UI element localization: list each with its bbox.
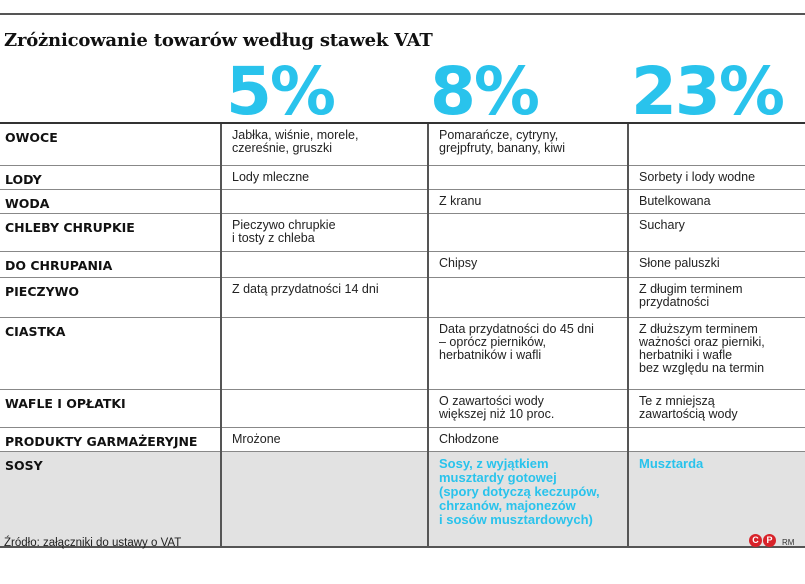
category-cell: DO CHRUPANIA [0,250,221,277]
vat-8-cell: Data przydatności do 45 dni – oprócz pie… [427,316,628,389]
vat-5-cell: Jabłka, wiśnie, morele, czereśnie, grusz… [220,122,428,165]
rate-header-5: 5% [226,53,336,130]
table-row: CHLEBY CHRUPKIE Pieczywo chrupkie i tosty… [0,212,805,251]
category-cell: PRODUKTY GARMAŻERYJNE [0,426,221,451]
vat-5-cell: Z datą przydatności 14 dni [220,276,428,317]
vat-23-cell: Musztarda [627,450,805,548]
table-row: PRODUKTY GARMAŻERYJNE Mrożone Chłodzone [0,426,805,451]
source-note: Źródło: załączniki do ustawy o VAT [4,537,182,549]
vat-23-cell: Butelkowana [627,188,805,213]
table-row: DO CHRUPANIA Chipsy Słone paluszki [0,250,805,277]
vat-8-cell [427,212,628,251]
vat-23-cell: Z długim terminem przydatności [627,276,805,317]
table-row: CIASTKA Data przydatności do 45 dni – opr… [0,316,805,389]
vat-8-cell: Z kranu [427,188,628,213]
vat-8-cell: Sosy, z wyjątkiem musztardy gotowej (spo… [427,450,628,548]
category-cell: PIECZYWO [0,276,221,317]
vat-23-cell: Sorbety i lody wodne [627,164,805,189]
vat-23-cell: Słone paluszki [627,250,805,277]
category-cell: WAFLE I OPŁATKI [0,388,221,427]
table-row: PIECZYWO Z datą przydatności 14 dni Z dług… [0,276,805,317]
vat-5-cell: Pieczywo chrupkie i tosty z chleba [220,212,428,251]
rate-header-8: 8% [430,53,540,130]
table-row: LODY Lody mleczne Sorbety i lody wodne [0,164,805,189]
rate-header-23: 23% [631,53,785,130]
author-initials: RM [782,538,795,547]
vat-23-cell [627,122,805,165]
vat-5-cell [220,250,428,277]
table-row: OWOCE Jabłka, wiśnie, morele, czereśnie, … [0,122,805,165]
table-row: WAFLE I OPŁATKI O zawartości wody większe… [0,388,805,427]
category-cell: LODY [0,164,221,189]
vat-8-cell: O zawartości wody większej niż 10 proc. [427,388,628,427]
top-rule [0,13,805,15]
vat-8-cell: Chłodzone [427,426,628,451]
vat-8-cell [427,164,628,189]
category-cell: SOSY [0,450,221,548]
vat-23-cell [627,426,805,451]
vat-5-cell [220,388,428,427]
category-cell: CIASTKA [0,316,221,389]
category-cell: WODA [0,188,221,213]
vat-8-cell: Chipsy [427,250,628,277]
vat-5-cell [220,316,428,389]
vat-8-cell [427,276,628,317]
publisher-logo: C P [749,534,777,547]
vat-5-cell [220,450,428,548]
logo-letter-p: P [763,534,776,547]
page-title: Zróżnicowanie towarów według stawek VAT [4,30,433,51]
vat-23-cell: Z dłuższym terminem ważności oraz pierni… [627,316,805,389]
vat-table: OWOCE Jabłka, wiśnie, morele, czereśnie, … [0,122,805,548]
vat-5-cell: Mrożone [220,426,428,451]
vat-23-cell: Suchary [627,212,805,251]
vat-5-cell: Lody mleczne [220,164,428,189]
vat-8-cell: Pomarańcze, cytryny, grejpfruty, banany,… [427,122,628,165]
vat-5-cell [220,188,428,213]
logo-letter-c: C [749,534,762,547]
category-cell: CHLEBY CHRUPKIE [0,212,221,251]
table-row: WODA Z kranu Butelkowana [0,188,805,213]
table-row: SOSY Sosy, z wyjątkiem musztardy gotowej … [0,450,805,548]
category-cell: OWOCE [0,122,221,165]
vat-23-cell: Te z mniejszą zawartością wody [627,388,805,427]
